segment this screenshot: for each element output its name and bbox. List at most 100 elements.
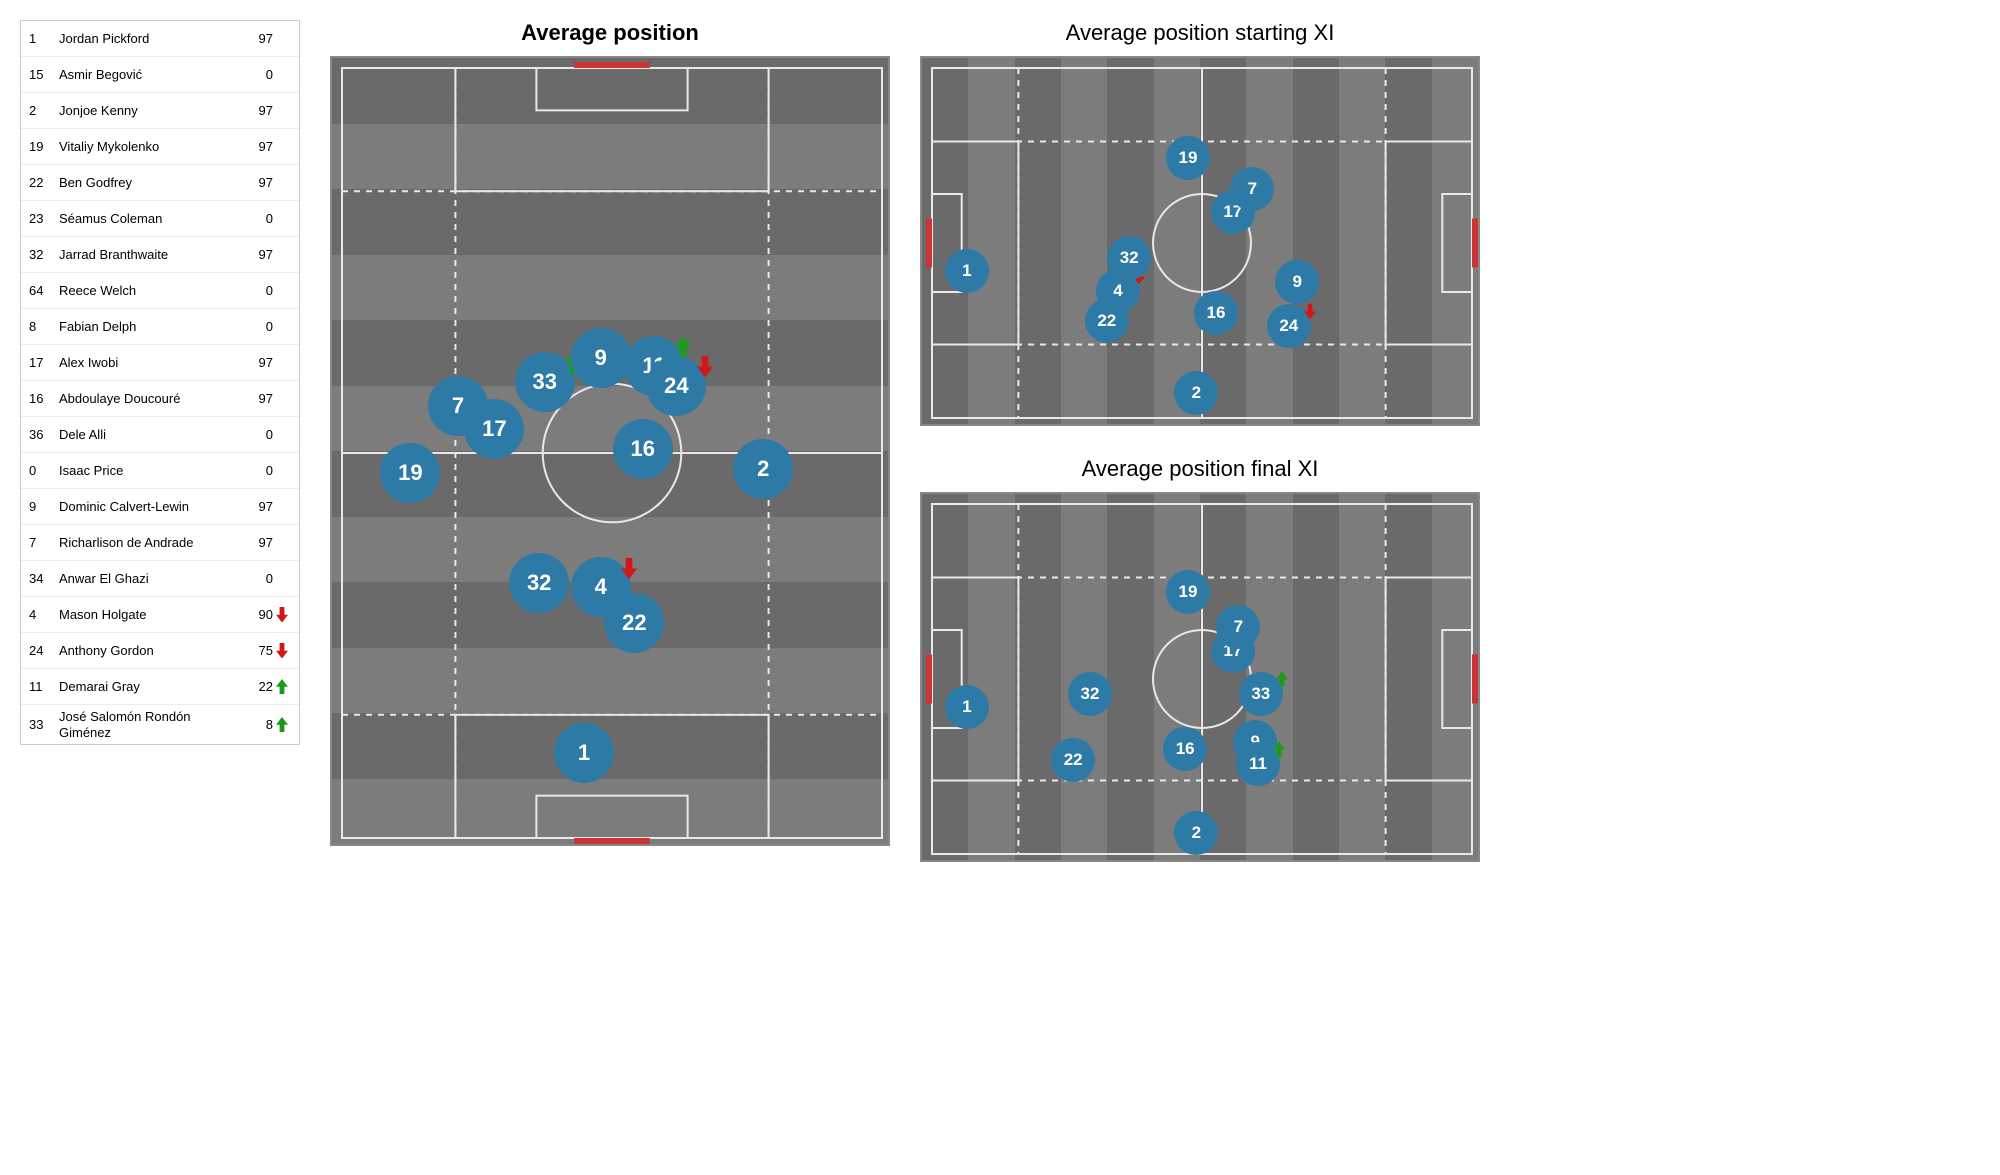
- table-row: 24 Anthony Gordon 75: [21, 633, 299, 669]
- sub-on-icon: [1273, 742, 1285, 763]
- player-minutes: 0: [243, 427, 273, 442]
- player-dot: 32: [509, 553, 569, 613]
- player-number: 11: [29, 679, 59, 694]
- sub-on-icon: [1276, 671, 1288, 692]
- table-row: 64 Reece Welch 0: [21, 273, 299, 309]
- player-name: Isaac Price: [59, 463, 243, 479]
- player-dot: 32: [1107, 236, 1151, 280]
- player-dot: 9: [571, 328, 631, 388]
- player-dot: 1: [554, 723, 614, 783]
- player-number: 33: [29, 717, 59, 732]
- sub-off-icon: [621, 558, 638, 584]
- starting-pitch-panel: Average position starting XI 14223219216…: [920, 20, 1480, 426]
- table-row: 0 Isaac Price 0: [21, 453, 299, 489]
- player-name: Reece Welch: [59, 283, 243, 299]
- table-row: 34 Anwar El Ghazi 0: [21, 561, 299, 597]
- player-name: Fabian Delph: [59, 319, 243, 335]
- player-name: Jordan Pickford: [59, 31, 243, 47]
- player-number: 23: [29, 211, 59, 226]
- player-number: 19: [29, 139, 59, 154]
- player-minutes: 0: [243, 211, 273, 226]
- player-minutes: 97: [243, 391, 273, 406]
- player-dot: 16: [1163, 727, 1207, 771]
- starting-pitch-title: Average position starting XI: [1066, 20, 1335, 46]
- player-minutes: 97: [243, 535, 273, 550]
- table-row: 36 Dele Alli 0: [21, 417, 299, 453]
- player-dot: 32: [1068, 672, 1112, 716]
- player-dot: 22: [1051, 738, 1095, 782]
- table-row: 11 Demarai Gray 22: [21, 669, 299, 705]
- table-row: 15 Asmir Begović 0: [21, 57, 299, 93]
- table-row: 2 Jonjoe Kenny 97: [21, 93, 299, 129]
- player-name: Richarlison de Andrade: [59, 535, 243, 551]
- player-minutes: 97: [243, 175, 273, 190]
- player-minutes: 0: [243, 319, 273, 334]
- player-number: 24: [29, 643, 59, 658]
- sub-off-icon: [1304, 304, 1316, 325]
- table-row: 17 Alex Iwobi 97: [21, 345, 299, 381]
- player-dot: 9: [1275, 260, 1319, 304]
- player-minutes: 0: [243, 463, 273, 478]
- player-minutes: 22: [243, 679, 273, 694]
- player-number: 9: [29, 499, 59, 514]
- player-dot: 2: [1174, 811, 1218, 855]
- player-number: 64: [29, 283, 59, 298]
- player-dot: 19: [1166, 570, 1210, 614]
- player-name: Anthony Gordon: [59, 643, 243, 659]
- final-pitch-title: Average position final XI: [1082, 456, 1319, 482]
- sub-icon: [273, 679, 291, 695]
- player-number: 2: [29, 103, 59, 118]
- player-name: Asmir Begović: [59, 67, 243, 83]
- player-name: Vitaliy Mykolenko: [59, 139, 243, 155]
- player-dot: 19: [1166, 136, 1210, 180]
- player-minutes-table: 1 Jordan Pickford 97 15 Asmir Begović 0 …: [20, 20, 300, 745]
- player-minutes: 97: [243, 31, 273, 46]
- dashboard: 1 Jordan Pickford 97 15 Asmir Begović 0 …: [20, 20, 1980, 862]
- player-dot: 19: [380, 443, 440, 503]
- player-minutes: 8: [243, 717, 273, 732]
- sub-icon: [273, 717, 291, 733]
- starting-pitch: 14223219216177924: [920, 56, 1480, 426]
- player-dot: 7: [428, 376, 488, 436]
- player-number: 8: [29, 319, 59, 334]
- player-name: Dominic Calvert-Lewin: [59, 499, 243, 515]
- sub-icon: [273, 643, 291, 659]
- player-dot: 2: [1174, 371, 1218, 415]
- table-row: 16 Abdoulaye Doucouré 97: [21, 381, 299, 417]
- player-name: Abdoulaye Doucouré: [59, 391, 243, 407]
- player-name: Anwar El Ghazi: [59, 571, 243, 587]
- table-row: 19 Vitaliy Mykolenko 97: [21, 129, 299, 165]
- player-number: 1: [29, 31, 59, 46]
- player-minutes: 97: [243, 355, 273, 370]
- player-name: Ben Godfrey: [59, 175, 243, 191]
- player-minutes: 97: [243, 103, 273, 118]
- player-minutes: 97: [243, 499, 273, 514]
- player-number: 0: [29, 463, 59, 478]
- table-row: 23 Séamus Coleman 0: [21, 201, 299, 237]
- player-dot: 7: [1216, 605, 1260, 649]
- player-name: Jonjoe Kenny: [59, 103, 243, 119]
- table-row: 22 Ben Godfrey 97: [21, 165, 299, 201]
- player-dot: 22: [604, 593, 664, 653]
- player-name: Demarai Gray: [59, 679, 243, 695]
- table-row: 8 Fabian Delph 0: [21, 309, 299, 345]
- player-number: 34: [29, 571, 59, 586]
- player-number: 4: [29, 607, 59, 622]
- player-number: 7: [29, 535, 59, 550]
- player-number: 22: [29, 175, 59, 190]
- main-pitch-panel: Average position 142232192161773391124: [330, 20, 890, 846]
- sub-off-icon: [697, 356, 714, 382]
- player-number: 15: [29, 67, 59, 82]
- player-number: 16: [29, 391, 59, 406]
- player-name: Alex Iwobi: [59, 355, 243, 371]
- table-row: 32 Jarrad Branthwaite 97: [21, 237, 299, 273]
- main-pitch-title: Average position: [521, 20, 699, 46]
- final-pitch: 122321921617733911: [920, 492, 1480, 862]
- player-number: 17: [29, 355, 59, 370]
- player-number: 32: [29, 247, 59, 262]
- player-name: José Salomón Rondón Giménez: [59, 709, 243, 740]
- player-minutes: 0: [243, 571, 273, 586]
- player-name: Séamus Coleman: [59, 211, 243, 227]
- player-dot: 16: [613, 419, 673, 479]
- table-row: 7 Richarlison de Andrade 97: [21, 525, 299, 561]
